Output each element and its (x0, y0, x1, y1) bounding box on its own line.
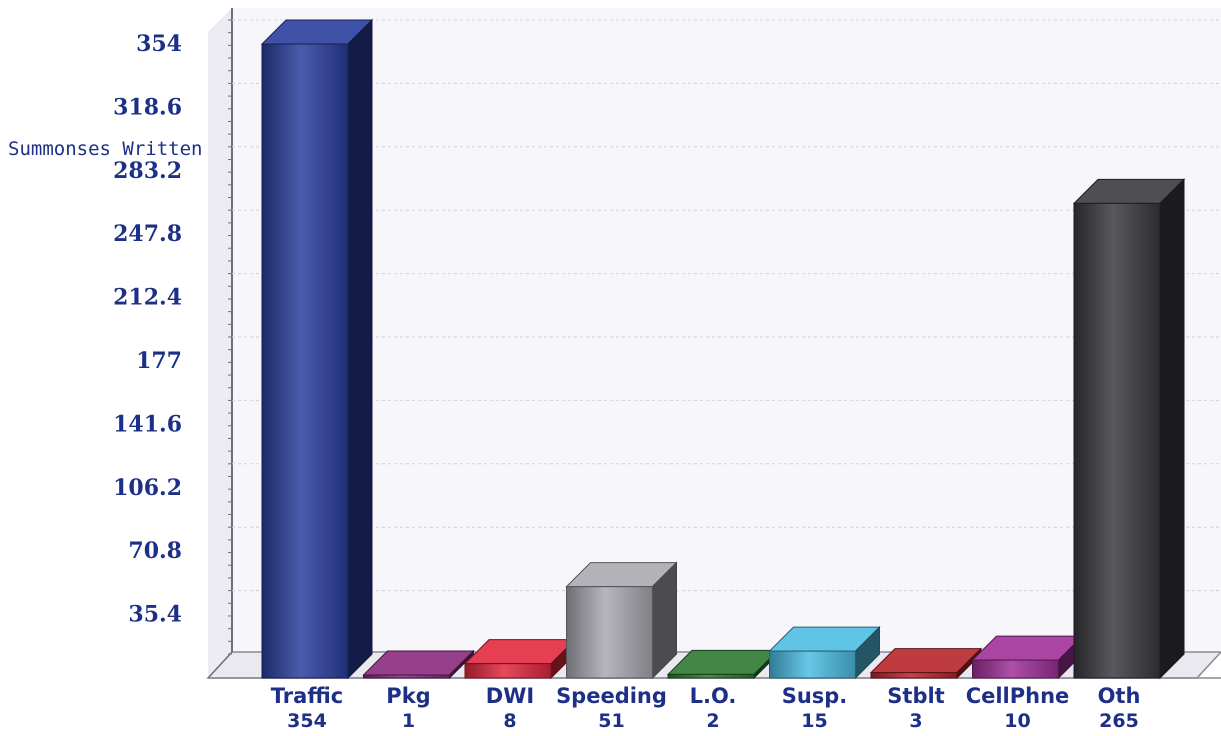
bar-1 (364, 675, 450, 678)
x-category-label: L.O. (690, 684, 737, 708)
x-value-label: 265 (1099, 710, 1139, 732)
x-category-label: Susp. (782, 684, 848, 708)
bar-4 (668, 674, 754, 678)
x-category-label: Stblt (887, 684, 944, 708)
x-category-label: Traffic (271, 684, 343, 708)
bar-3 (567, 587, 653, 678)
x-category-label: Pkg (386, 684, 430, 708)
x-value-label: 1 (402, 710, 415, 732)
x-value-label: 10 (1004, 710, 1030, 732)
x-value-label: 2 (706, 710, 719, 732)
y-tick-label: 283.2 (113, 158, 182, 184)
bar-side-0 (348, 20, 372, 678)
y-tick-label: 70.8 (128, 538, 182, 564)
x-value-label: 15 (801, 710, 827, 732)
plot-back-wall (232, 8, 1221, 652)
y-tick-label: 354 (136, 31, 182, 57)
y-tick-label: 141.6 (113, 411, 182, 437)
x-category-label: Speeding (556, 684, 667, 708)
x-category-label: DWI (486, 684, 534, 708)
bar-0 (262, 44, 348, 678)
x-category-label: Oth (1098, 684, 1141, 708)
x-value-label: 8 (503, 710, 516, 732)
y-tick-label: 247.8 (113, 221, 182, 247)
y-tick-label: 318.6 (113, 94, 182, 120)
x-value-label: 3 (909, 710, 922, 732)
bar-8 (1074, 203, 1160, 678)
y-tick-label: 35.4 (128, 602, 182, 628)
bar-7 (973, 660, 1059, 678)
bar-2 (465, 664, 551, 678)
y-tick-label: 212.4 (113, 285, 182, 311)
bar-6 (871, 673, 957, 678)
bar-side-8 (1160, 179, 1184, 678)
y-tick-label: 177 (136, 348, 182, 374)
y-tick-label: 106.2 (113, 475, 182, 501)
x-category-label: CellPhne (966, 684, 1070, 708)
x-value-label: 354 (287, 710, 327, 732)
x-value-label: 51 (598, 710, 624, 732)
bar-5 (770, 651, 856, 678)
